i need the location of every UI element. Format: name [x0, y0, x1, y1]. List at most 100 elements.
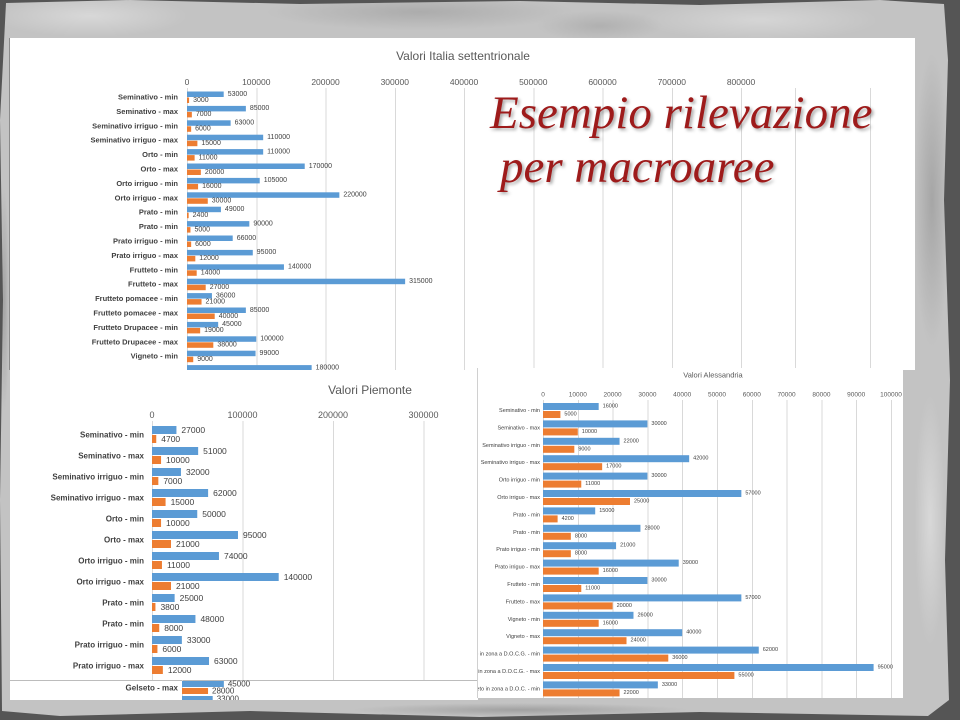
bar-series-1 [543, 629, 683, 637]
x-tick-label: 0 [185, 77, 190, 87]
data-label: 63000 [214, 656, 238, 666]
bar-series-2 [152, 477, 159, 485]
data-label: 5000 [194, 226, 210, 233]
data-label: 2400 [193, 212, 209, 219]
data-label: 24000 [631, 638, 646, 644]
category-row: Prato - min 90000 5000 [139, 220, 273, 233]
category-label: Orto irriguo - min [116, 179, 178, 188]
data-label: 7000 [163, 476, 182, 486]
bar-series-1 [187, 264, 284, 270]
x-tick-label: 0 [541, 392, 545, 399]
bar-series-1 [543, 524, 641, 532]
category-label: Prato irriguo - min [113, 237, 178, 246]
data-label: 4200 [562, 516, 574, 522]
category-row: Seminativo irriguo - min 63000 6000 [92, 120, 254, 133]
bar-series-1 [187, 365, 312, 370]
data-label: 140000 [288, 264, 311, 271]
data-label: 22000 [624, 690, 639, 696]
category-label: Seminativo irriguo - max [51, 494, 145, 503]
category-label: Seminativo irriguo - min [92, 121, 178, 130]
category-row: Seminativo irriguo - max 62000 15000 [51, 488, 237, 507]
data-label: 9000 [578, 446, 590, 452]
chart-title: Valori Piemonte [328, 383, 412, 397]
category-row: Orto - max 95000 21000 [104, 530, 267, 549]
data-label: 40000 [219, 313, 239, 320]
bar-series-1 [543, 559, 679, 567]
bar-series-2 [543, 689, 620, 697]
data-label: 7000 [196, 111, 212, 118]
category-row: Vigneto in zona a D.O.C.G. - max 95000 550… [478, 664, 893, 679]
category-row: Orto - max 170000 20000 [140, 163, 332, 176]
bar-series-2 [187, 241, 192, 247]
bar-series-1 [152, 447, 199, 455]
x-tick-label: 80000 [812, 392, 830, 399]
bar-series-2 [543, 480, 582, 488]
data-label: 16000 [603, 620, 618, 626]
data-label: 25000 [634, 499, 649, 505]
chart-title: Valori Alessandria [683, 371, 743, 380]
bar-series-1 [152, 531, 238, 539]
data-label: 57000 [745, 491, 760, 497]
category-row: Prato irriguo - min 66000 6000 [113, 235, 256, 248]
bar-series-1 [187, 163, 305, 169]
bar-series-2 [543, 428, 578, 436]
data-label: 22000 [624, 438, 639, 444]
data-label: 180000 [316, 364, 339, 370]
bar-series-2 [152, 582, 172, 590]
chart-fragment-gelseto: Gelseto - max 45000 28000 33000 [10, 680, 478, 700]
category-row: Vigneto in zona a D.O.C. - min 33000 22000 [478, 681, 677, 697]
x-tick-label: 200000 [311, 77, 340, 87]
bar-series-2 [187, 198, 208, 204]
data-label: 11000 [585, 586, 600, 592]
data-label: 50000 [202, 509, 226, 519]
data-label: 62000 [763, 647, 778, 653]
data-label: 220000 [343, 192, 366, 199]
category-row: Prato - min 15000 4200 [513, 507, 614, 523]
category-row: Prato irriguo - max 95000 12000 [111, 249, 276, 262]
chart-title: Valori Italia settentrionale [396, 49, 530, 63]
data-label: 4700 [161, 434, 180, 444]
category-label: Vigneto in zona a D.O.C. - min [478, 686, 540, 692]
x-tick-label: 40000 [673, 392, 691, 399]
bar-series-2 [187, 299, 202, 305]
data-label: 110000 [267, 134, 290, 141]
data-label: 45000 [222, 321, 242, 328]
data-label: 19000 [204, 327, 224, 334]
chart-canvas: 0 100000 200000 300000 Valori Piemonte Semina… [51, 383, 439, 680]
category-label: Orto irriguo - min [499, 478, 540, 484]
data-label: 16000 [202, 183, 222, 190]
data-label: 140000 [284, 572, 313, 582]
data-label: 3800 [160, 602, 179, 612]
bar-series-1 [187, 278, 406, 285]
bar-series-1 [187, 293, 212, 299]
category-label: Prato irriguo - max [111, 251, 179, 260]
data-label: 8000 [575, 551, 587, 557]
category-row: Orto irriguo - min 105000 16000 [116, 177, 287, 190]
bar-series-1 [152, 426, 177, 434]
data-label: 100000 [260, 336, 283, 343]
data-label: 28000 [644, 525, 659, 531]
category-label: Orto - min [142, 150, 178, 159]
bar-series-1 [543, 455, 690, 463]
category-row: Frutteto - min 140000 14000 [130, 264, 312, 277]
bar-series-1 [187, 177, 260, 184]
bar-series-1 [187, 235, 233, 241]
bar-series-2 [187, 126, 192, 132]
bar-series-1 [543, 490, 742, 497]
bar-series-2 [187, 212, 189, 219]
slide-title-line-2: per macroaree [500, 141, 775, 193]
category-label: Frutteto pomacee - min [95, 294, 178, 303]
data-label: 57000 [745, 595, 760, 601]
data-label: 40000 [686, 630, 701, 636]
bar-series-2 [187, 140, 198, 147]
bar-series-1 [187, 192, 340, 198]
bar-series-1 [152, 468, 181, 476]
bar-series-1 [543, 472, 648, 480]
x-tick-label: 10000 [569, 392, 587, 399]
bar-series-1 [182, 696, 213, 700]
category-row: Orto irriguo - max 140000 21000 [76, 572, 312, 591]
data-label: 9000 [197, 356, 213, 363]
category-row: Prato - min 28000 8000 [513, 524, 660, 540]
bar-series-2 [187, 356, 194, 363]
category-row: Orto irriguo - max 220000 30000 [115, 192, 367, 205]
